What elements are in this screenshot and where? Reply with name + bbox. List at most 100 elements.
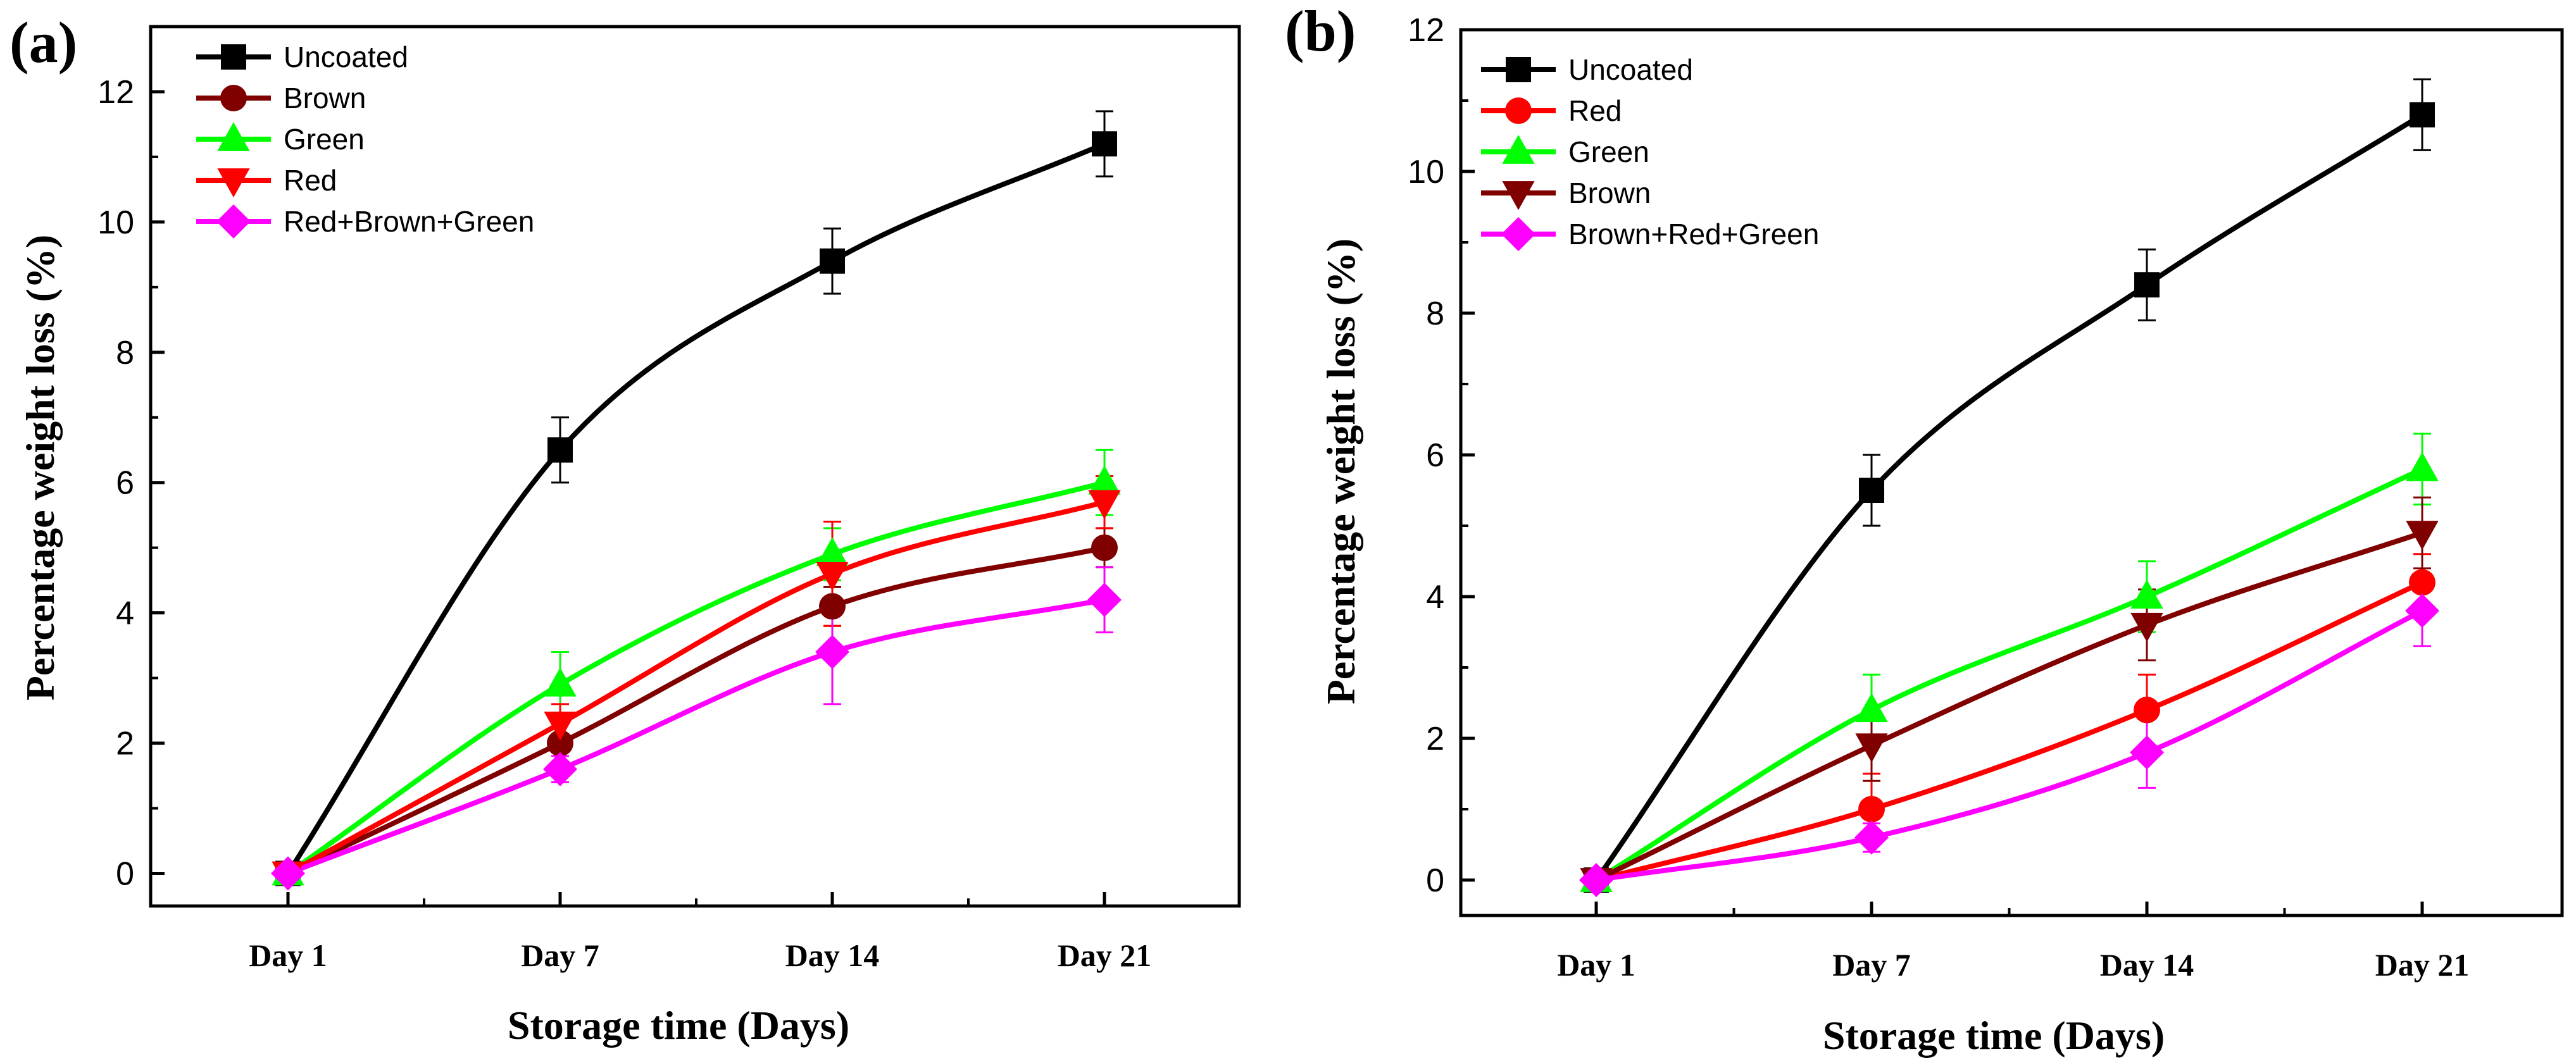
panel-a-point-red-brown-green-day-14 (815, 635, 849, 669)
panel-a-x-axis-title: Storage time (Days) (508, 1003, 849, 1048)
panel-b-x-tick-label-day-7: Day 7 (1832, 947, 1911, 983)
panel-b-y-tick-labels: 0 2 4 6 8 10 12 (1408, 12, 1444, 899)
panel-a-legend-label-uncoated: Uncoated (284, 40, 408, 73)
panel-a-legend-item-green: Green (196, 122, 365, 156)
panel-a-point-red-day-21 (1088, 490, 1121, 519)
panel-b-markers (1579, 102, 2439, 897)
panel-a-point-red-brown-green-day-1 (271, 856, 305, 891)
panel-a-x-tick-labels: Day 1 Day 7 Day 14 Day 21 (249, 938, 1151, 973)
panel-b-legend-marker-uncoated (1506, 57, 1531, 82)
panel-b-series-lines (1594, 112, 2424, 883)
panel-a-legend-item-uncoated: Uncoated (196, 40, 408, 73)
panel-a-legend-label-red-brown-green: Red+Brown+Green (284, 205, 534, 238)
panel-a-point-brown-day-14 (819, 593, 846, 620)
panel-b-label: (b) (1285, 0, 1356, 63)
panel-a-point-green-day-21 (1088, 465, 1121, 495)
panel-a-series-line-red (287, 499, 1106, 876)
panel-b-legend-item-red: Red (1481, 94, 1622, 127)
panel-a-y-axis-title: Percentage weight loss (%) (18, 235, 63, 700)
panel-b-legend-item-green: Green (1481, 135, 1649, 168)
panel-a-point-brown-day-7 (547, 729, 573, 757)
panel-b-point-brown-red-green-day-14 (2130, 735, 2164, 770)
panel-b-point-brown-day-14 (2130, 612, 2163, 642)
panel-a-legend: Uncoated Brown Green Red Red+Brown+Green (196, 40, 534, 239)
panel-a-axes-ticks (151, 90, 1106, 906)
panel-a-series-line-green (286, 480, 1106, 876)
panel-a-point-uncoated-day-7 (547, 437, 573, 463)
panel-b-legend-item-uncoated: Uncoated (1481, 53, 1693, 86)
panel-b-x-tick-label-day-14: Day 14 (2100, 947, 2194, 983)
panel-a-point-uncoated-day-21 (1092, 131, 1117, 157)
panel-b-y-axis-title: Percentage weight loss (%) (1318, 239, 1363, 704)
panel-b-point-brown-day-21 (2406, 521, 2439, 550)
panel-b-series-line-brown (1595, 530, 2423, 883)
panel-a-series-line-uncoated (285, 141, 1106, 875)
panel-b-y-tick-label: 2 (1426, 721, 1444, 757)
panel-a-y-tick-label: 2 (116, 726, 134, 762)
panel-b-series-line-red (1596, 580, 2423, 883)
panel-b: (b) Day 1 Day 7 Day 14 Day 21 0 2 4 6 8 10 12 Sto… (1285, 0, 2564, 1058)
panel-b-axes-ticks (1461, 28, 2424, 915)
panel-a-x-tick-label-day-14: Day 14 (785, 938, 880, 973)
panel-a-legend-item-red: Red (196, 164, 337, 197)
panel-a-point-red-day-14 (816, 561, 849, 591)
panel-b-y-tick-label: 12 (1408, 12, 1444, 49)
panel-a-legend-marker-red (217, 168, 250, 197)
panel-b-point-red-day-14 (2134, 697, 2160, 724)
panel-b-legend-label-brown: Brown (1568, 177, 1651, 209)
panel-b-legend-label-green: Green (1568, 135, 1649, 168)
panel-b-y-tick-label: 8 (1426, 295, 1444, 332)
panel-a-series-line-red-brown-green (287, 597, 1105, 876)
panel-b-legend-item-brown-red-green: Brown+Red+Green (1481, 217, 1819, 251)
panel-a-markers (271, 131, 1122, 891)
panel-a: (a) Day 1 Day 7 Day 14 Day 21 0 2 4 6 8 10 12 Sto… (9, 10, 1241, 1048)
panel-b-x-axis-title: Storage time (Days) (1823, 1013, 2165, 1058)
panel-b-y-tick-label: 0 (1426, 862, 1444, 899)
panel-a-legend-item-red-brown-green: Red+Brown+Green (196, 204, 534, 239)
panel-a-y-tick-label: 12 (97, 74, 134, 111)
panel-b-legend-label-uncoated: Uncoated (1568, 53, 1693, 86)
panel-b-legend: Uncoated Red Green Brown Brown+Red+Green (1481, 53, 1819, 251)
panel-b-legend-marker-brown (1502, 181, 1535, 210)
panel-b-point-uncoated-day-21 (2410, 102, 2435, 128)
panel-a-point-red-day-7 (544, 711, 577, 741)
panel-a-legend-marker-uncoated (221, 44, 246, 70)
panel-b-point-red-day-7 (1858, 796, 1885, 822)
panel-a-legend-marker-brown (220, 85, 247, 111)
panel-a-legend-marker-green (217, 122, 250, 151)
panel-b-point-brown-red-green-day-21 (2405, 593, 2439, 628)
panel-a-point-green-day-14 (816, 537, 849, 566)
panel-a-legend-marker-red-brown-green (216, 204, 251, 239)
panel-a-y-tick-label: 0 (116, 856, 134, 893)
panel-a-point-uncoated-day-14 (820, 248, 845, 274)
panel-b-point-green-day-14 (2130, 580, 2163, 609)
panel-b-point-brown-red-green-day-7 (1854, 820, 1889, 855)
panel-b-y-tick-label: 10 (1408, 154, 1444, 190)
panel-b-point-uncoated-day-7 (1859, 478, 1884, 503)
panel-a-y-tick-label: 6 (116, 465, 134, 502)
panel-b-x-tick-labels: Day 1 Day 7 Day 14 Day 21 (1557, 947, 2469, 983)
panel-a-series-line-brown (287, 545, 1105, 876)
panel-b-series-line-green (1594, 466, 2423, 883)
panel-a-y-tick-label: 10 (97, 204, 134, 241)
panel-a-y-tick-label: 8 (116, 335, 134, 371)
panel-a-legend-label-green: Green (284, 123, 365, 156)
panel-a-legend-label-red: Red (284, 164, 337, 197)
panel-b-point-red-day-21 (2409, 569, 2435, 596)
panel-b-y-tick-label: 6 (1426, 437, 1444, 474)
panel-b-x-tick-label-day-21: Day 21 (2375, 947, 2470, 983)
panel-b-legend-marker-green (1502, 135, 1535, 164)
panel-a-legend-item-brown: Brown (196, 82, 366, 115)
panel-b-point-green-day-21 (2406, 452, 2439, 481)
panel-b-point-uncoated-day-14 (2134, 272, 2160, 298)
panel-b-series-line-uncoated (1594, 112, 2424, 882)
panel-a-legend-label-brown: Brown (284, 82, 366, 115)
panel-a-x-tick-label-day-1: Day 1 (249, 938, 327, 973)
panel-b-plot-frame (1459, 28, 2564, 917)
panel-a-x-tick-label-day-21: Day 21 (1058, 938, 1152, 973)
panel-b-legend-marker-red (1505, 97, 1532, 124)
panel-a-point-brown-day-21 (1091, 534, 1118, 561)
panel-b-legend-marker-brown-red-green (1501, 217, 1535, 251)
